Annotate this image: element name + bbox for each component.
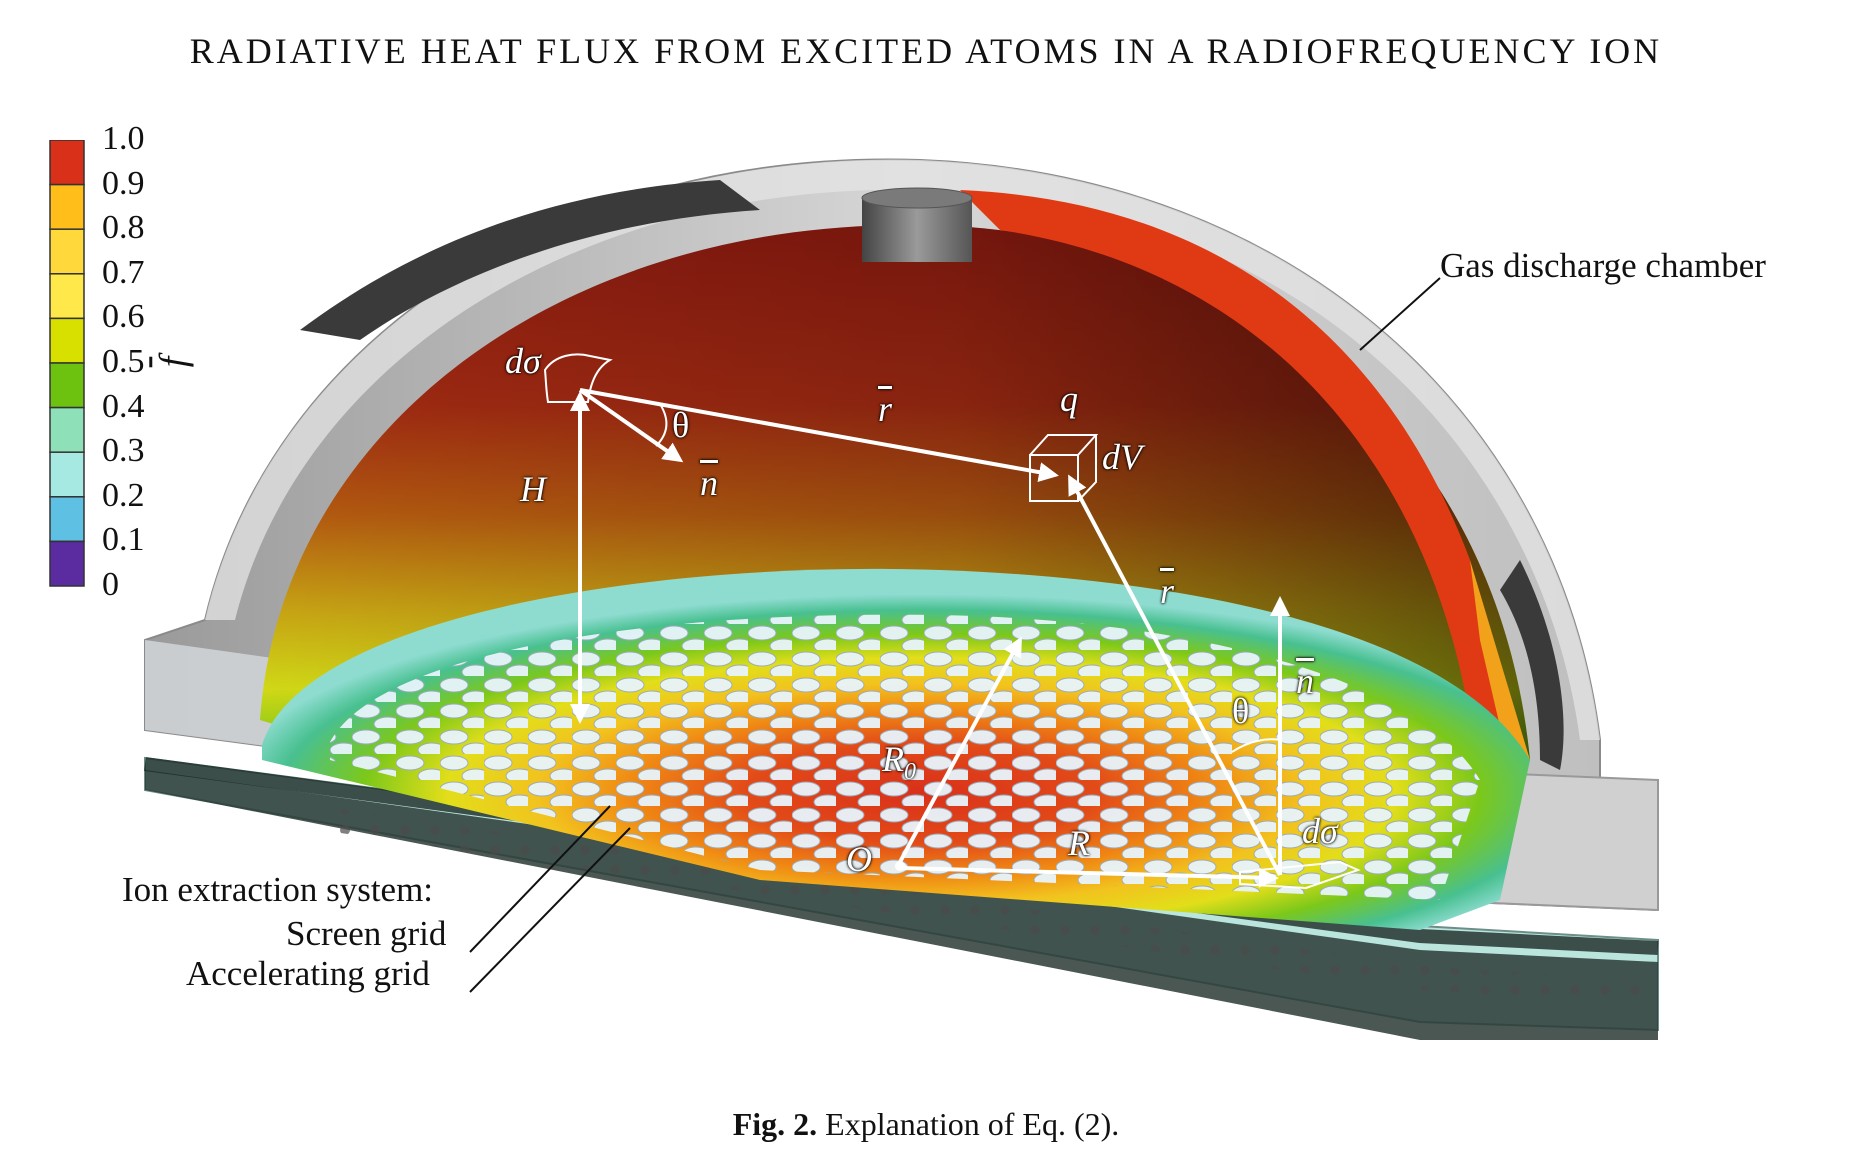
legend-swatch <box>49 496 85 543</box>
symbol-r-right: r <box>1160 571 1175 611</box>
legend-swatch <box>49 451 85 498</box>
legend-tick-label: 1.0 <box>102 120 145 157</box>
legend-symbol: f <box>152 356 195 368</box>
symbol-r-top: r <box>878 389 893 429</box>
page-header: RADIATIVE HEAT FLUX FROM EXCITED ATOMS I… <box>189 31 1663 71</box>
legend-tick-label: 0.9 <box>102 164 145 202</box>
label-screen-grid: Screen grid <box>286 914 447 953</box>
color-legend: 1.0 0.9 0.8 0.7 0.6 0.5 0.4 0.3 0.2 0.1 0 f <box>48 120 218 610</box>
symbol-q: q <box>1060 379 1078 419</box>
legend-tick-label: 0.2 <box>102 476 145 514</box>
legend-colorbar <box>49 140 85 587</box>
label-ion-extraction-system: Ion extraction system: <box>122 870 434 909</box>
symbol-R: R <box>1068 823 1090 863</box>
legend-tick-label: 0.5 <box>102 343 145 380</box>
legend-tick-label: 0 <box>102 566 119 603</box>
vector-diagram <box>543 353 1361 890</box>
chamber-inlet-cap <box>861 187 973 262</box>
legend-tick-label: 0.6 <box>102 298 145 336</box>
symbol-dsigma-top: dσ <box>505 341 541 381</box>
legend-tick-label: 0.4 <box>102 387 145 425</box>
callout-lines <box>469 277 1441 993</box>
caption-text: Explanation of Eq. (2). <box>825 1106 1120 1142</box>
label-gas-discharge-chamber: Gas discharge chamber <box>1440 246 1766 285</box>
legend-swatch <box>49 362 85 409</box>
legend-tick-label: 0.3 <box>102 432 145 470</box>
symbol-dV: dV <box>1102 437 1142 477</box>
symbol-theta-right: θ <box>1232 691 1250 731</box>
symbol-dsigma-bottom: dσ <box>1302 811 1338 851</box>
symbol-R0: R0 <box>882 739 916 786</box>
legend-swatch <box>49 183 85 230</box>
legend-swatch <box>49 140 85 186</box>
symbol-H: H <box>520 469 546 509</box>
legend-swatch <box>49 273 85 320</box>
legend-swatch <box>49 228 85 275</box>
label-accelerating-grid: Accelerating grid <box>186 954 430 993</box>
figure-caption: Fig. 2. Explanation of Eq. (2). <box>0 1106 1852 1143</box>
symbol-n-right: n <box>1296 661 1314 701</box>
symbol-n-top: n <box>700 463 718 503</box>
caption-label: Fig. 2. <box>732 1106 818 1142</box>
legend-swatch <box>49 540 85 587</box>
symbol-theta-top: θ <box>672 405 690 445</box>
legend-swatch <box>49 317 85 364</box>
legend-tick-label: 0.7 <box>102 253 145 291</box>
legend-tick-label: 0.1 <box>102 521 145 559</box>
symbol-O: O <box>846 839 872 879</box>
legend-tick-label: 0.8 <box>102 209 145 247</box>
legend-swatch <box>49 406 85 453</box>
